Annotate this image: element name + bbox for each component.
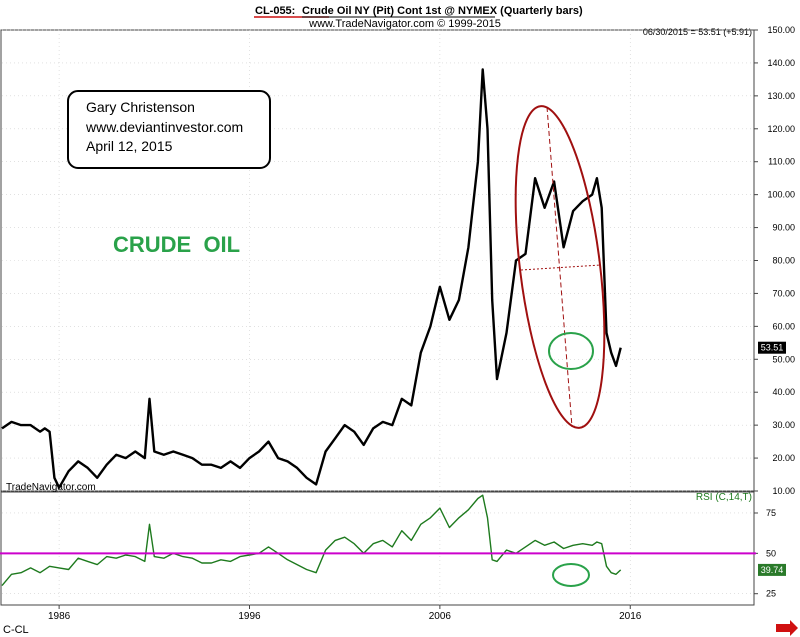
rsi-series-line bbox=[1, 494, 622, 587]
annotation-author: Gary Christenson bbox=[86, 99, 195, 115]
price-last-tag: 53.51 bbox=[758, 341, 786, 354]
symbol-label: CL-055: bbox=[255, 5, 295, 17]
price-tag-value: 53.51 bbox=[761, 343, 784, 353]
x-tick-label: 2016 bbox=[619, 611, 642, 622]
rsi-tag-background bbox=[758, 563, 786, 576]
x-tick-label: 1996 bbox=[238, 611, 261, 622]
rsi-panel-frame bbox=[0, 491, 755, 606]
price-tick-label: 100.00 bbox=[767, 190, 795, 200]
price-tick-label: 80.00 bbox=[772, 256, 795, 266]
rsi-tick-label: 50 bbox=[766, 548, 776, 558]
copyright-label: www.TradeNavigator.com © 1999-2015 bbox=[308, 18, 501, 30]
watermark: TradeNavigator.com bbox=[6, 482, 96, 493]
annotation-date: April 12, 2015 bbox=[86, 138, 173, 154]
price-tag-background bbox=[758, 341, 786, 354]
headline: CRUDE OIL bbox=[113, 232, 240, 257]
rsi-last-tag: 39.74 bbox=[758, 563, 786, 576]
price-tick-label: 70.00 bbox=[772, 288, 795, 298]
green-ellipse-rsi bbox=[552, 563, 590, 587]
annotation-box: Gary Christenson www.deviantinvestor.com… bbox=[67, 90, 271, 169]
rsi-tick-label: 25 bbox=[766, 589, 776, 599]
chart-title: Crude Oil NY (Pit) Cont 1st @ NYMEX (Qua… bbox=[302, 5, 583, 17]
rsi-label: RSI (C,14,T) bbox=[696, 492, 752, 503]
red-ellipse bbox=[514, 105, 606, 429]
price-tick-label: 120.00 bbox=[767, 124, 795, 134]
price-tick-label: 40.00 bbox=[772, 387, 795, 397]
red-ellipse-major-axis bbox=[546, 106, 573, 428]
red-ellipse-minor-axis bbox=[520, 264, 601, 271]
x-tick-label: 1986 bbox=[48, 611, 71, 622]
last-price-note: 06/30/2015 = 53.51 (+5.91) bbox=[643, 27, 752, 37]
annotation-frame bbox=[67, 90, 271, 169]
price-tick-label: 130.00 bbox=[767, 91, 795, 101]
price-series-line bbox=[1, 68, 622, 489]
x-tick-label: 2006 bbox=[429, 611, 452, 622]
price-tick-label: 140.00 bbox=[767, 58, 795, 68]
scroll-right-arrow-icon[interactable] bbox=[776, 620, 798, 636]
price-tick-label: 20.00 bbox=[772, 453, 795, 463]
green-ellipse-price bbox=[548, 332, 594, 370]
footer-symbol: C-CL bbox=[3, 624, 29, 636]
price-axis: 10.00 20.00 30.00 40.00 50.00 60.00 70.00 80.00… bbox=[754, 25, 795, 496]
rsi-tick-label: 75 bbox=[766, 508, 776, 518]
rsi-tag-value: 39.74 bbox=[761, 565, 784, 575]
price-tick-label: 60.00 bbox=[772, 321, 795, 331]
price-tick-label: 10.00 bbox=[772, 486, 795, 496]
price-tick-label: 150.00 bbox=[767, 25, 795, 35]
red-ellipse-annotation bbox=[514, 105, 606, 429]
annotation-website: www.deviantinvestor.com bbox=[85, 119, 243, 135]
price-tick-label: 50.00 bbox=[772, 354, 795, 364]
price-tick-label: 90.00 bbox=[772, 223, 795, 233]
price-tick-label: 30.00 bbox=[772, 420, 795, 430]
price-tick-label: 110.00 bbox=[768, 157, 795, 167]
